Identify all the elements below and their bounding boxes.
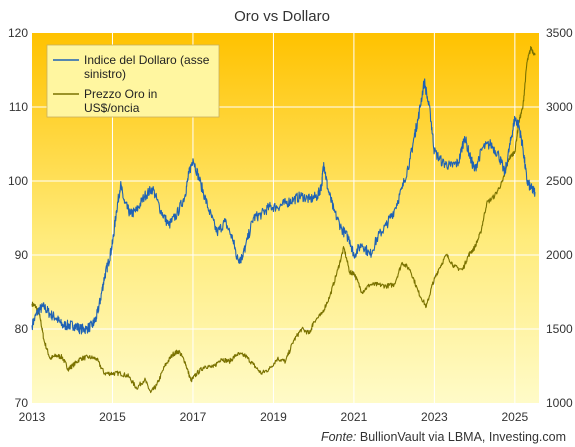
source-note: Fonte: BullionVault via LBMA, Investing.…: [321, 430, 566, 444]
x-axis-ticks: 2013 2015 2017 2019 2021 2023 2025: [19, 410, 529, 424]
left-tick-label: 90: [15, 248, 29, 262]
series-gold-price-line: [31, 46, 536, 394]
x-tick-label: 2025: [502, 410, 529, 424]
legend-label-dollar: Indice del Dollaro (asse sinistro): [84, 53, 213, 81]
legend-box: [46, 44, 220, 118]
x-tick-label: 2023: [421, 410, 448, 424]
legend-label-gold-line1: Prezzo Oro in: [84, 87, 157, 101]
legend-label-dollar-line1: Indice del Dollaro (asse: [84, 53, 210, 67]
left-tick-label: 100: [8, 174, 28, 188]
right-axis-ticks: 1000 1500 2000 2500 3000 3500: [546, 26, 573, 410]
source-prefix: Fonte:: [321, 430, 360, 444]
legend-label-gold-line2: US$/oncia: [84, 101, 140, 115]
x-tick-label: 2015: [99, 410, 126, 424]
right-tick-label: 1000: [546, 396, 573, 410]
right-tick-label: 2000: [546, 248, 573, 262]
source-text: BullionVault via LBMA, Investing.com: [360, 430, 566, 444]
right-tick-label: 1500: [546, 322, 573, 336]
right-tick-label: 3000: [546, 100, 573, 114]
x-tick-label: 2019: [260, 410, 287, 424]
left-tick-label: 80: [15, 322, 29, 336]
chart-title: Oro vs Dollaro: [234, 8, 330, 25]
x-tick-label: 2013: [19, 410, 46, 424]
legend: Indice del Dollaro (asse sinistro) Prezz…: [46, 44, 220, 118]
left-tick-label: 70: [15, 396, 29, 410]
right-tick-label: 3500: [546, 26, 573, 40]
x-tick-label: 2017: [180, 410, 207, 424]
legend-label-dollar-line2: sinistro): [84, 67, 126, 81]
x-tick-label: 2021: [341, 410, 368, 424]
right-tick-label: 2500: [546, 174, 573, 188]
left-axis-ticks: 70 80 90 100 110 120: [8, 26, 28, 410]
series-dollar-index-line: [31, 78, 536, 335]
legend-label-gold: Prezzo Oro in US$/oncia: [84, 87, 161, 115]
left-tick-label: 110: [9, 100, 28, 114]
left-tick-label: 120: [8, 26, 28, 40]
